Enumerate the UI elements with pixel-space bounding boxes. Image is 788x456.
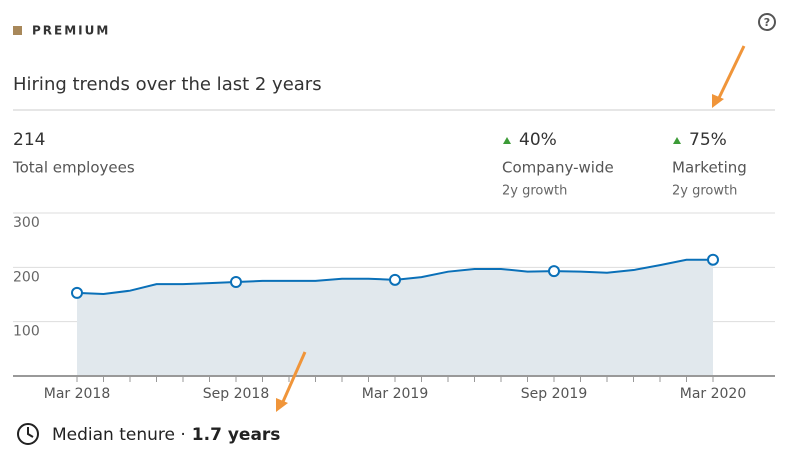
help-mark: ?	[764, 16, 770, 29]
x-tick-label: Mar 2019	[362, 386, 429, 402]
help-circle	[758, 13, 776, 31]
point	[389, 273, 401, 286]
clock-icon	[17, 423, 39, 445]
stat-label: Total employees	[12, 159, 135, 177]
stat-value: 40%	[519, 130, 557, 150]
arrow-shaft	[716, 45, 746, 101]
up-arrow	[503, 137, 511, 144]
arrow-head	[276, 398, 288, 412]
chart: 100 200 300 Mar 2018 Sep 2018 Mar 2019 Sep 201…	[13, 212, 775, 402]
stat-value: 214	[13, 130, 45, 150]
y-tick-label: 300	[13, 215, 40, 231]
area-fill	[77, 259, 713, 376]
y-tick-label: 200	[13, 269, 40, 285]
premium-badge: PREMIUM	[32, 24, 110, 38]
annotation-arrow	[276, 351, 307, 412]
stat-label: Company-wide	[502, 159, 614, 177]
y-tick-label: 100	[13, 324, 40, 340]
point	[230, 276, 242, 289]
stat-note: 2y growth	[672, 184, 737, 199]
tenure-label: Median tenure ·	[52, 425, 186, 445]
x-tick-label: Mar 2020	[680, 386, 747, 402]
clock-face	[17, 423, 39, 445]
tenure-value: 1.7 years	[192, 425, 281, 445]
stat-note: 2y growth	[502, 184, 567, 199]
premium-icon	[13, 26, 22, 35]
point	[548, 265, 560, 278]
point	[707, 253, 719, 266]
stat-value: 75%	[689, 130, 727, 150]
up-arrow	[673, 137, 681, 144]
annotation-arrow	[712, 45, 746, 108]
point	[71, 286, 83, 299]
clock-hands	[27, 427, 34, 438]
x-tick-label: Sep 2018	[203, 386, 269, 402]
card-title: Hiring trends over the last 2 years	[13, 74, 322, 95]
arrow-head	[712, 94, 724, 108]
arrow-shaft	[280, 351, 307, 405]
x-tick-label: Sep 2019	[521, 386, 587, 402]
x-tick-label: Mar 2018	[44, 386, 111, 402]
stat-label: Marketing	[672, 159, 747, 177]
help-icon[interactable]: ?	[758, 13, 776, 31]
